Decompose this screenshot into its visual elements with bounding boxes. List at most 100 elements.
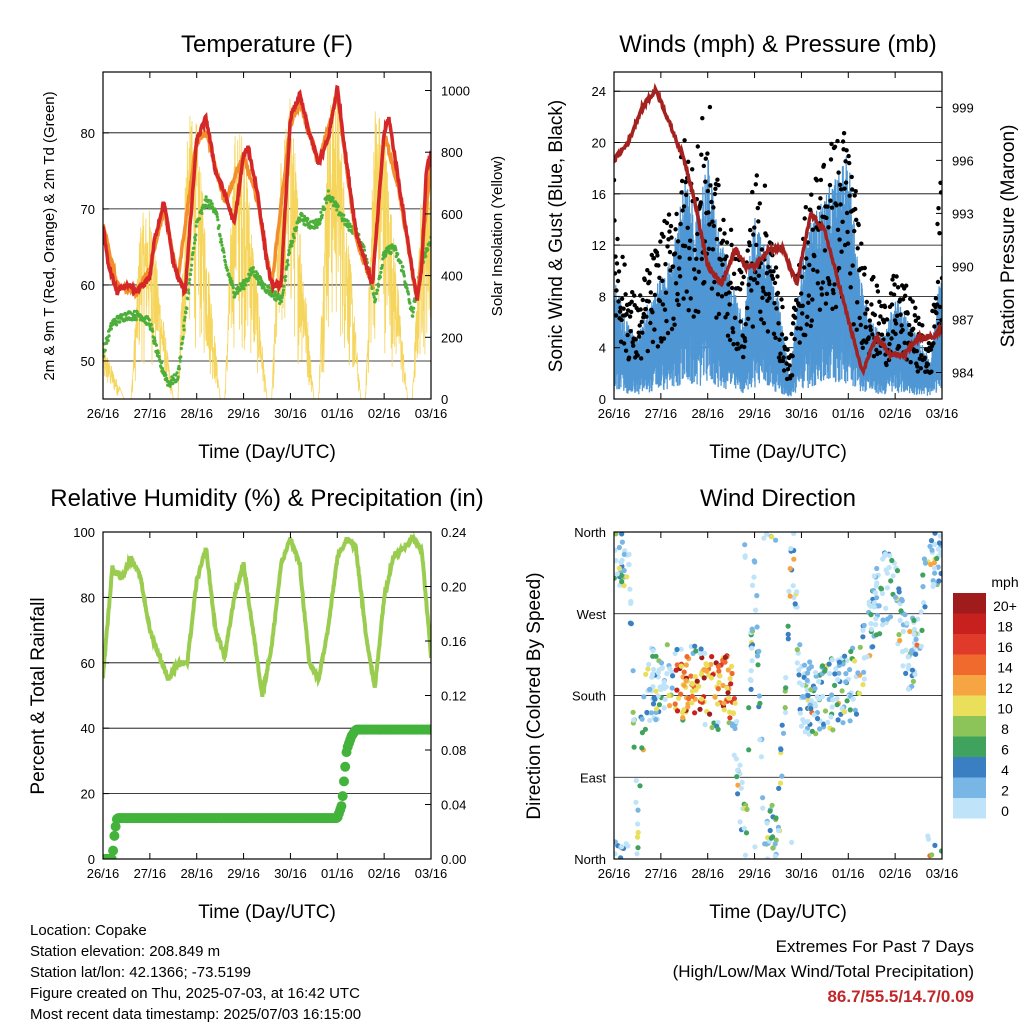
dewpoint-point [306, 217, 310, 221]
wind-direction-point [834, 702, 840, 708]
gust-point [686, 159, 691, 164]
wind-direction-point [715, 726, 721, 733]
gust-point [661, 336, 667, 341]
gust-point [871, 354, 877, 359]
gust-point [854, 217, 859, 222]
gust-point [652, 292, 658, 298]
dewpoint-point [380, 263, 384, 267]
gust-point [628, 329, 633, 334]
wind-direction-point [896, 632, 902, 638]
wind-direction-point [702, 721, 708, 728]
gust-point [672, 251, 678, 256]
x-tick-label: 01/16 [832, 866, 865, 881]
dewpoint-point [280, 296, 284, 300]
wind-direction-point [894, 568, 901, 574]
y-tick-label-left: 20 [592, 136, 606, 151]
gust-point [826, 225, 831, 230]
gust-point [850, 263, 855, 268]
wind-direction-point [741, 825, 747, 831]
gust-point [710, 219, 715, 224]
gust-point [706, 210, 711, 215]
wind-direction-point [716, 668, 722, 674]
gust-point [789, 331, 794, 337]
wind-direction-point [929, 547, 935, 553]
gust-point [730, 329, 736, 335]
wind-direction-point [794, 589, 800, 595]
dewpoint-point [346, 219, 350, 223]
gust-point [718, 257, 724, 262]
gust-point [645, 348, 650, 354]
wind-direction-point [734, 774, 740, 780]
wind-direction-point [804, 670, 811, 676]
wind-direction-point [754, 624, 760, 630]
wind-direction-point [910, 678, 917, 685]
wind-direction-point [900, 663, 906, 669]
dewpoint-point [199, 208, 203, 212]
gust-point [671, 316, 676, 321]
gust-point [912, 313, 917, 318]
gust-point [806, 300, 811, 305]
dewpoint-point [320, 213, 324, 217]
wind-direction-point [817, 726, 823, 732]
y-tick-label-right: 993 [952, 206, 974, 221]
temperature-x-label: Time (Day/UTC) [198, 442, 336, 463]
gust-point [832, 282, 837, 287]
wind-direction-point [753, 607, 759, 613]
gust-point [808, 323, 813, 329]
gust-point [652, 327, 657, 332]
wind-direction-point [725, 690, 731, 696]
dewpoint-point [182, 328, 186, 332]
dewpoint-point [209, 199, 213, 203]
y-tick-label-left: West [577, 607, 607, 622]
wind-direction-point [861, 622, 867, 629]
wind-direction-point [932, 565, 938, 571]
gust-point [761, 321, 767, 326]
wind-direction-point [919, 627, 925, 634]
gust-point [759, 247, 765, 252]
wind-direction-point [743, 830, 750, 836]
dewpoint-point [411, 310, 415, 314]
dewpoint-point [283, 278, 287, 282]
dewpoint-point [193, 238, 197, 242]
wind-direction-point [748, 668, 754, 674]
wind-direction-point [808, 664, 815, 670]
wind-direction-point [782, 709, 789, 716]
wind-direction-point [664, 642, 670, 648]
dewpoint-point [118, 320, 122, 324]
gust-point [614, 288, 619, 293]
gust-point [767, 295, 772, 301]
gust-point [903, 293, 908, 298]
gust-point [779, 297, 784, 302]
dewpoint-point [231, 286, 235, 290]
x-tick-label: 01/16 [832, 406, 865, 421]
gust-point [761, 289, 766, 294]
gust-point [620, 254, 625, 260]
gust-point [766, 291, 772, 297]
gust-point [709, 199, 714, 205]
dewpoint-point [384, 252, 388, 256]
wind-direction-point [748, 686, 754, 692]
wind-direction-point [892, 594, 899, 600]
wind-direction-point [756, 693, 763, 699]
wind-direction-point [761, 535, 767, 541]
wind-direction-point [839, 688, 845, 694]
wind-direction-point [764, 856, 771, 859]
wind-direction-point [918, 609, 924, 615]
legend-label: 20+ [993, 598, 1017, 614]
gust-point [720, 262, 725, 267]
gust-point [677, 274, 683, 279]
legend-swatch [953, 654, 986, 675]
direction-x-label: Time (Day/UTC) [709, 902, 847, 923]
dewpoint-point [210, 202, 214, 206]
wind-direction-point [635, 829, 641, 836]
gust-point [670, 264, 676, 269]
wind-direction-point [676, 695, 682, 701]
gust-point [719, 294, 725, 299]
gust-point [647, 279, 652, 284]
gust-point [790, 321, 796, 326]
dewpoint-point [345, 222, 349, 226]
dewpoint-point [374, 297, 378, 301]
gust-point [696, 269, 701, 274]
humidity-x-label: Time (Day/UTC) [198, 902, 336, 923]
wind-direction-point [754, 653, 761, 659]
